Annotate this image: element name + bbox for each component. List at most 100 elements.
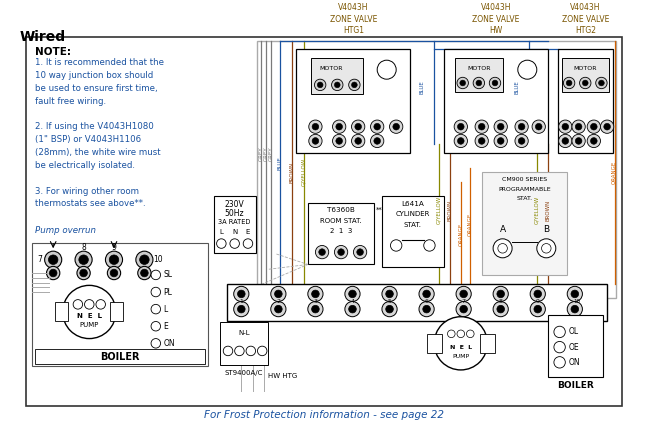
Text: OE: OE xyxy=(569,343,580,352)
Circle shape xyxy=(587,120,600,133)
Circle shape xyxy=(80,269,87,277)
Text: CYLINDER: CYLINDER xyxy=(395,211,430,217)
Text: ORANGE: ORANGE xyxy=(458,222,463,246)
Text: 8: 8 xyxy=(82,243,86,252)
Circle shape xyxy=(317,82,323,88)
Text: Wired: Wired xyxy=(20,30,66,44)
Text: L: L xyxy=(219,229,223,235)
Text: N-L: N-L xyxy=(238,330,250,336)
Text: SL: SL xyxy=(164,271,172,279)
Text: (1" BSP) or V4043H1106: (1" BSP) or V4043H1106 xyxy=(35,135,141,144)
Circle shape xyxy=(85,300,94,309)
Circle shape xyxy=(457,77,468,89)
Circle shape xyxy=(582,80,588,86)
Circle shape xyxy=(371,134,384,148)
Bar xyxy=(382,196,444,267)
Text: PL: PL xyxy=(164,287,172,297)
Circle shape xyxy=(478,138,485,144)
Circle shape xyxy=(419,302,434,317)
Circle shape xyxy=(424,240,435,251)
Circle shape xyxy=(476,80,482,86)
Circle shape xyxy=(532,120,545,133)
Circle shape xyxy=(308,286,323,302)
Circle shape xyxy=(575,138,582,144)
Text: 7: 7 xyxy=(462,299,466,304)
Circle shape xyxy=(140,255,149,265)
Text: 2. If using the V4043H1080: 2. If using the V4043H1080 xyxy=(35,122,154,131)
Circle shape xyxy=(371,120,384,133)
Circle shape xyxy=(591,138,597,144)
Circle shape xyxy=(575,123,582,130)
Circle shape xyxy=(498,243,507,253)
Circle shape xyxy=(312,290,319,298)
Text: BLUE: BLUE xyxy=(514,80,520,94)
Circle shape xyxy=(530,302,545,317)
Bar xyxy=(426,334,442,353)
Bar xyxy=(558,49,613,153)
Text: L: L xyxy=(164,305,168,314)
Circle shape xyxy=(151,322,160,331)
Circle shape xyxy=(475,134,488,148)
Text: 8: 8 xyxy=(499,299,503,304)
Bar xyxy=(480,334,495,353)
Circle shape xyxy=(564,77,575,89)
Text: V4043H
ZONE VALVE
HTG2: V4043H ZONE VALVE HTG2 xyxy=(562,3,609,35)
Text: 10 way junction box should: 10 way junction box should xyxy=(35,71,153,80)
Circle shape xyxy=(258,346,267,356)
Circle shape xyxy=(497,290,505,298)
Text: BROWN: BROWN xyxy=(545,200,551,221)
Circle shape xyxy=(493,302,509,317)
Circle shape xyxy=(542,243,551,253)
Text: 9: 9 xyxy=(111,243,116,252)
Circle shape xyxy=(49,269,57,277)
Text: OL: OL xyxy=(569,327,579,336)
Circle shape xyxy=(515,120,528,133)
Text: E: E xyxy=(164,322,168,331)
Text: ORANGE: ORANGE xyxy=(612,161,617,184)
Circle shape xyxy=(489,77,501,89)
Bar xyxy=(455,58,503,92)
Circle shape xyxy=(377,60,396,79)
Circle shape xyxy=(314,79,326,91)
Text: 5: 5 xyxy=(388,299,391,304)
Circle shape xyxy=(312,138,319,144)
Text: GREY: GREY xyxy=(259,146,264,161)
Circle shape xyxy=(96,300,105,309)
Circle shape xyxy=(498,138,504,144)
Text: 2: 2 xyxy=(276,299,280,304)
Text: 10: 10 xyxy=(573,299,580,304)
Text: thermostats see above**.: thermostats see above**. xyxy=(35,199,146,208)
Circle shape xyxy=(355,123,362,130)
Circle shape xyxy=(562,138,569,144)
Circle shape xyxy=(571,306,578,313)
Circle shape xyxy=(109,255,119,265)
Circle shape xyxy=(237,306,245,313)
Circle shape xyxy=(316,246,329,259)
Text: BOILER: BOILER xyxy=(100,352,140,362)
Text: STAT.: STAT. xyxy=(403,222,421,228)
Circle shape xyxy=(515,134,528,148)
Circle shape xyxy=(598,80,604,86)
Circle shape xyxy=(460,80,466,86)
Circle shape xyxy=(530,286,545,302)
Text: 3. For wiring other room: 3. For wiring other room xyxy=(35,187,139,195)
Circle shape xyxy=(460,290,467,298)
Circle shape xyxy=(493,239,512,258)
Text: A: A xyxy=(499,225,506,234)
Circle shape xyxy=(338,249,344,255)
Circle shape xyxy=(334,246,347,259)
Circle shape xyxy=(355,138,362,144)
Text: PUMP: PUMP xyxy=(452,354,469,359)
Text: MOTOR: MOTOR xyxy=(320,66,344,71)
Circle shape xyxy=(274,306,282,313)
Text: STAT.: STAT. xyxy=(516,196,532,201)
Circle shape xyxy=(534,306,542,313)
Circle shape xyxy=(151,304,160,314)
Circle shape xyxy=(558,134,572,148)
Circle shape xyxy=(138,266,151,280)
Circle shape xyxy=(460,306,467,313)
Circle shape xyxy=(234,302,249,317)
Circle shape xyxy=(336,123,342,130)
Circle shape xyxy=(382,302,397,317)
Text: MOTOR: MOTOR xyxy=(573,66,597,71)
